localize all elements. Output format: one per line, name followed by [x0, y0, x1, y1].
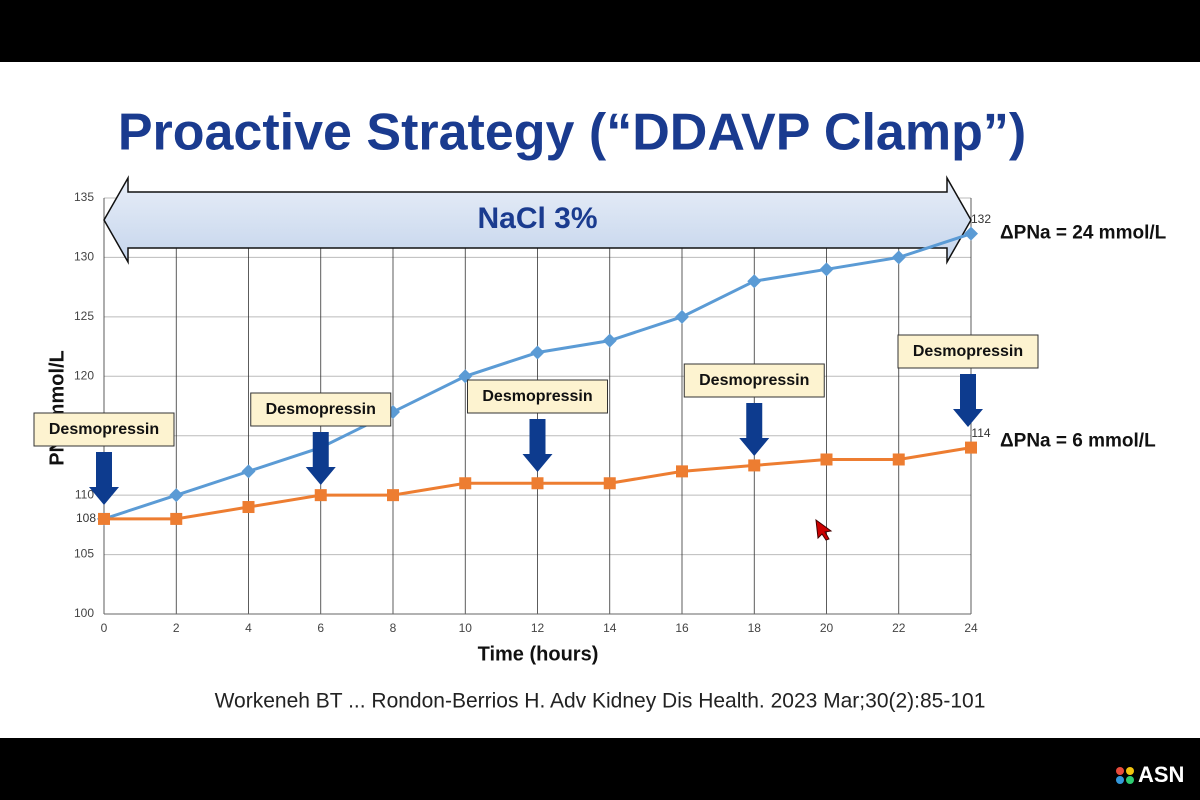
- y-tick-label: 120: [74, 368, 94, 382]
- x-tick-label: 14: [603, 621, 617, 635]
- data-point: [242, 501, 255, 514]
- cursor: [815, 518, 833, 541]
- data-point: [603, 477, 616, 490]
- x-tick-label: 18: [748, 621, 762, 635]
- citation: Workeneh BT ... Rondon-Berrios H. Adv Ki…: [215, 690, 986, 713]
- data-point: [241, 464, 256, 479]
- data-point: [965, 441, 977, 454]
- data-label: 114: [971, 426, 990, 440]
- dose-arrow: [89, 452, 119, 505]
- data-point: [676, 465, 688, 478]
- data-point: [531, 477, 544, 490]
- x-tick-label: 0: [101, 621, 108, 635]
- dose-box: [683, 363, 825, 398]
- dose-label: Desmopressin: [913, 343, 1023, 360]
- bottom-bar: [0, 738, 1200, 800]
- dose-box: [250, 392, 392, 427]
- y-tick-label: 135: [74, 190, 94, 204]
- data-point: [98, 512, 110, 525]
- dose-label: Desmopressin: [49, 421, 159, 438]
- dose-arrow: [953, 374, 983, 427]
- banner-text: NaCl 3%: [477, 202, 597, 235]
- dose-label: Desmopressin: [266, 401, 376, 418]
- data-point: [891, 250, 906, 265]
- top-bar: [0, 0, 1200, 62]
- dose-box: [897, 334, 1039, 369]
- x-tick-label: 8: [390, 621, 397, 635]
- dose-box: [467, 379, 608, 414]
- data-label: 132: [971, 212, 991, 226]
- y-axis-label: PNa mmol/L: [46, 350, 68, 466]
- x-tick-label: 16: [675, 621, 689, 635]
- banner-arrow: [103, 175, 972, 265]
- logo-text: ASN: [1138, 762, 1184, 787]
- data-point: [819, 262, 834, 277]
- y-tick-label: 110: [75, 487, 94, 501]
- x-tick-label: 20: [820, 621, 834, 635]
- x-tick-label: 12: [531, 621, 545, 635]
- x-tick-label: 6: [317, 621, 324, 635]
- y-tick-label: 125: [74, 309, 94, 323]
- data-point: [747, 274, 762, 289]
- chart: 1001051101151201251301350246810121416182…: [33, 175, 1167, 665]
- data-point: [748, 459, 761, 472]
- dose-box: [33, 412, 175, 447]
- data-point: [820, 453, 833, 466]
- data-point: [530, 345, 545, 360]
- x-tick-label: 4: [245, 621, 252, 635]
- data-point: [675, 309, 689, 324]
- data-point: [170, 512, 183, 525]
- data-label: 108: [76, 511, 96, 525]
- data-point: [314, 489, 327, 502]
- x-axis-label: Time (hours): [478, 643, 599, 665]
- dose-arrow: [739, 403, 770, 456]
- dose-arrow: [522, 419, 553, 472]
- x-tick-label: 24: [964, 621, 978, 635]
- x-tick-label: 2: [173, 621, 180, 635]
- y-tick-label: 130: [74, 250, 94, 264]
- data-point: [459, 477, 472, 490]
- y-tick-label: 100: [74, 606, 94, 620]
- x-tick-label: 10: [459, 621, 473, 635]
- series-note: ΔPNa = 24 mmol/L: [1000, 223, 1167, 244]
- series-note: ΔPNa = 6 mmol/L: [1000, 431, 1156, 452]
- data-point: [602, 333, 617, 348]
- y-tick-label: 105: [74, 547, 94, 561]
- data-point: [387, 489, 399, 502]
- dose-label: Desmopressin: [699, 372, 809, 389]
- data-point: [169, 488, 184, 503]
- slide-title: Proactive Strategy (“DDAVP Clamp”): [118, 104, 1026, 162]
- x-tick-label: 22: [892, 621, 906, 635]
- dose-label: Desmopressin: [482, 388, 592, 405]
- dose-arrow: [305, 432, 336, 485]
- data-point: [892, 453, 905, 466]
- data-point: [964, 226, 978, 241]
- logo: ASN: [1116, 762, 1184, 787]
